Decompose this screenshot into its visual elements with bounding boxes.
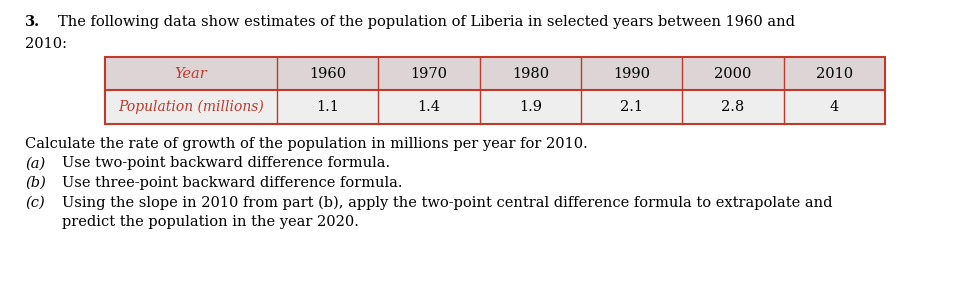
Text: 1.1: 1.1 <box>316 100 339 114</box>
Text: predict the population in the year 2020.: predict the population in the year 2020. <box>62 215 358 229</box>
Text: 1.9: 1.9 <box>519 100 542 114</box>
Text: 2000: 2000 <box>714 67 752 81</box>
Polygon shape <box>105 57 885 91</box>
Text: 2010:: 2010: <box>25 37 67 51</box>
Text: Use two-point backward difference formula.: Use two-point backward difference formul… <box>62 156 390 171</box>
Text: 2.1: 2.1 <box>620 100 643 114</box>
Text: Population (millions): Population (millions) <box>118 100 264 114</box>
Text: 1960: 1960 <box>309 67 346 81</box>
Text: 2.8: 2.8 <box>722 100 745 114</box>
Text: (c): (c) <box>25 195 45 210</box>
Text: 1990: 1990 <box>613 67 651 81</box>
Text: Using the slope in 2010 from part (b), apply the two-point central difference fo: Using the slope in 2010 from part (b), a… <box>62 195 832 210</box>
Text: (a): (a) <box>25 156 45 171</box>
Text: The following data show estimates of the population of Liberia in selected years: The following data show estimates of the… <box>58 15 795 29</box>
Bar <box>105 57 885 124</box>
Text: Use three-point backward difference formula.: Use three-point backward difference form… <box>62 176 403 190</box>
Text: Calculate the rate of growth of the population in millions per year for 2010.: Calculate the rate of growth of the popu… <box>25 137 588 151</box>
Text: Year: Year <box>175 67 208 81</box>
Text: 3.: 3. <box>25 15 40 29</box>
Text: 1980: 1980 <box>512 67 549 81</box>
Polygon shape <box>105 91 885 124</box>
Text: 2010: 2010 <box>816 67 853 81</box>
Text: 4: 4 <box>829 100 839 114</box>
Text: 1970: 1970 <box>410 67 448 81</box>
Text: 1.4: 1.4 <box>417 100 440 114</box>
Text: (b): (b) <box>25 176 46 190</box>
